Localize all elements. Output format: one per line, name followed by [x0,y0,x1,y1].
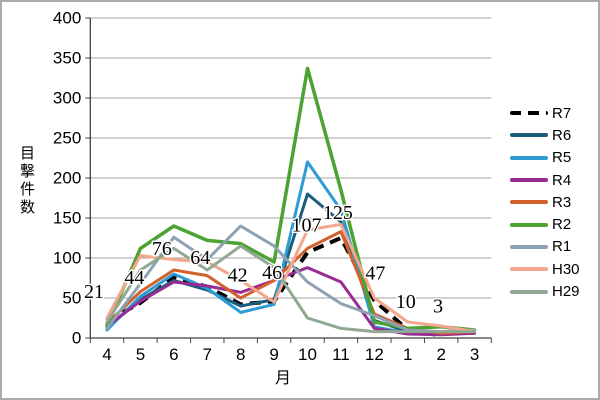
legend-item-r7: R7 [510,102,580,124]
series-line-h30 [105,222,477,334]
legend-label-r4: R4 [552,171,572,189]
legend-label-r1: R1 [552,238,572,256]
legend-label-r5: R5 [552,149,572,167]
data-label-r7: 21 [84,281,104,303]
data-label-r7: 125 [323,202,353,224]
legend-item-r4: R4 [510,169,580,191]
series-line-r2 [105,66,477,332]
data-label-r7: 42 [228,264,248,286]
y-tick-label: 200 [53,169,81,188]
legend-label-r7: R7 [552,104,572,122]
legend-swatch-r5 [510,155,548,160]
x-tick-label: 6 [169,345,178,364]
legend-item-r5: R5 [510,147,580,169]
y-axis-title: 目撃件数 [18,145,35,217]
data-label-r7: 3 [433,296,443,318]
legend-label-r3: R3 [552,193,572,211]
legend-swatch-r7 [510,111,548,116]
y-tick-label: 150 [53,209,81,228]
data-label-r7: 46 [262,262,282,284]
data-label-r7: 10 [396,291,416,313]
legend-label-r6: R6 [552,126,572,144]
legend-item-r6: R6 [510,124,580,146]
x-tick-label: 4 [102,345,111,364]
data-label-r7: 64 [190,247,210,269]
x-tick-label: 11 [332,345,350,364]
x-tick-label: 12 [365,345,384,364]
legend-swatch-h29 [510,289,548,294]
y-tick-label: 100 [53,249,81,268]
y-tick-label: 0 [72,329,81,348]
data-label-r7: 47 [365,262,385,284]
chart-legend: R7 R6 R5 R4 R3 R2 R1 H30 H29 [510,102,580,303]
x-tick-label: 9 [269,345,278,364]
legend-label-r2: R2 [552,216,572,234]
x-tick-label: 7 [203,345,212,364]
x-axis-title: 月 [274,370,291,387]
y-tick-label: 300 [53,89,81,108]
data-label-r7: 76 [152,238,172,260]
y-tick-label: 400 [53,9,81,28]
data-label-r7: 107 [292,214,322,236]
legend-swatch-r3 [510,200,548,205]
series-line-r4 [105,266,477,337]
x-tick-label: 5 [136,345,145,364]
series-line-h29 [105,244,477,334]
legend-swatch-r1 [510,244,548,249]
legend-swatch-r6 [510,133,548,138]
y-tick-label: 250 [53,129,81,148]
legend-item-h30: H30 [510,258,580,280]
legend-item-r2: R2 [510,213,580,235]
x-tick-label: 10 [298,345,317,364]
legend-label-h30: H30 [552,260,580,278]
legend-item-r1: R1 [510,236,580,258]
x-tick-label: 8 [236,345,245,364]
legend-label-h29: H29 [552,283,580,301]
legend-item-r3: R3 [510,191,580,213]
y-tick-label: 50 [62,289,81,308]
legend-item-h29: H29 [510,280,580,302]
x-tick-label: 1 [403,345,412,364]
x-tick-label: 3 [470,345,479,364]
data-label-r7: 44 [124,267,144,289]
x-tick-label: 2 [436,345,445,364]
legend-swatch-r2 [510,222,548,227]
legend-swatch-r4 [510,178,548,183]
y-tick-label: 350 [53,49,81,68]
legend-swatch-h30 [510,267,548,272]
